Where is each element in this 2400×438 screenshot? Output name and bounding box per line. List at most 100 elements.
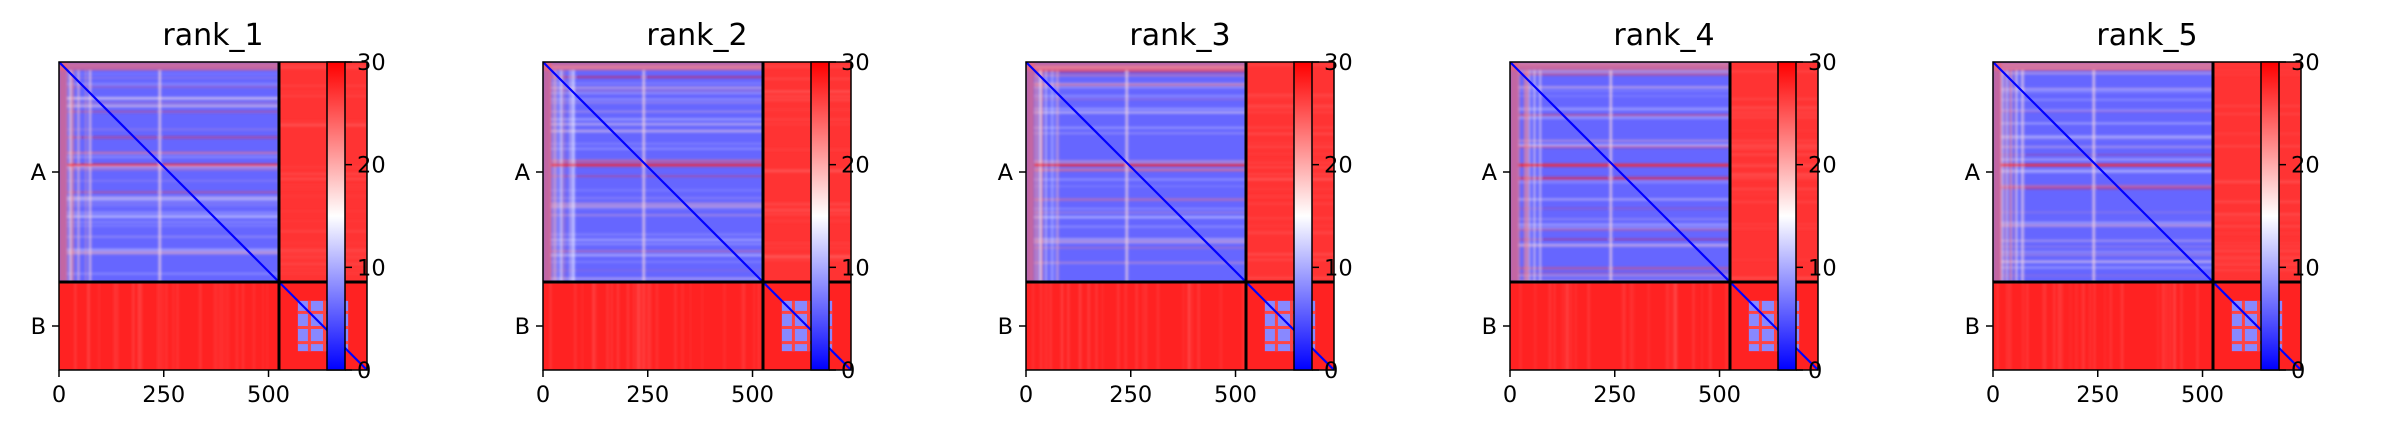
heatmap-stripe-row — [279, 250, 367, 251]
heatmap-stripe-row — [1034, 178, 1246, 180]
plot-frame — [58, 61, 368, 371]
heatmap-stripe-col — [133, 282, 135, 370]
heatmap-stripe-row — [1518, 218, 1730, 220]
heatmap-stripe-row — [551, 87, 763, 89]
heatmap-stripe-col — [2120, 282, 2122, 370]
heatmap-stripe-col — [553, 70, 554, 282]
heatmap-stripe-row — [1034, 241, 1246, 243]
heatmap-stripe-col — [1539, 70, 1541, 282]
heatmap-stripe-col — [1575, 282, 1577, 370]
heatmap-stripe-row — [2001, 240, 2213, 242]
heatmap-stripe-row — [551, 261, 763, 263]
heatmap-stripe-col — [2181, 282, 2182, 370]
heatmap-stripe-col — [1709, 282, 1711, 370]
heatmap-stripe-col — [98, 282, 100, 370]
heatmap-band — [1026, 62, 1246, 71]
heatmap-stripe-row — [1246, 105, 1334, 106]
heatmap-stripe-row — [551, 143, 763, 145]
colorbar-tick-label: 0 — [2291, 358, 2305, 384]
y-tick-label: B — [1482, 314, 1497, 340]
heatmap-stripe-row — [551, 189, 763, 191]
heatmap-stripe-col — [1674, 282, 1676, 370]
heatmap-stripe-row — [2213, 113, 2301, 115]
chart-panel-4: rank_4 0 250 500 A B 0 10 20 30 — [1482, 18, 1837, 408]
heatmap-stripe-row — [763, 208, 851, 210]
heatmap-stripe-col — [555, 70, 556, 282]
heatmap-band — [1993, 62, 2213, 71]
heatmap-stripe-row — [2001, 87, 2213, 89]
heatmap-stripe-row — [279, 178, 367, 180]
heatmap-stripe-row — [2213, 214, 2301, 215]
heatmap-stripe-col — [139, 282, 141, 370]
heatmap-stripe-row — [551, 76, 763, 78]
heatmap-stripe-col — [682, 282, 683, 370]
heatmap-stripe-col — [1032, 282, 1034, 370]
heatmap-stripe-row — [67, 136, 279, 139]
heatmap-stripe-row — [551, 233, 763, 236]
heatmap-block-3 — [1026, 282, 1246, 370]
heatmap-stripe-row — [1246, 179, 1334, 181]
heatmap-stripe-col — [1525, 70, 1526, 282]
colorbar-tick-label: 20 — [2291, 153, 2320, 179]
heatmap-stripe-row — [1246, 188, 1334, 190]
heatmap-stripe-row — [1518, 70, 1730, 73]
heatmap-band — [1510, 62, 1730, 71]
heatmap-stripe-col — [222, 282, 223, 370]
colorbar-frame — [1293, 61, 1313, 371]
heatmap-stripe-row — [1748, 341, 1800, 345]
heatmap-stripe-row — [2001, 169, 2213, 172]
heatmap-stripe-col — [2110, 282, 2112, 370]
heatmap-stripe-row — [1518, 198, 1730, 201]
heatmap-stripe-col — [565, 70, 566, 282]
heatmap-stripe-row — [1246, 64, 1334, 66]
heatmap-stripe-row — [2213, 74, 2301, 75]
heatmap-stripe-row — [1246, 134, 1334, 136]
heatmap-stripe-row — [1730, 111, 1818, 113]
heatmap-stripe-row — [67, 248, 279, 251]
heatmap-stripe-row — [2001, 186, 2213, 189]
heatmap-stripe-col — [1041, 70, 1043, 282]
x-tick-label: 500 — [2181, 382, 2224, 408]
heatmap-stripe-row — [1246, 217, 1334, 219]
heatmap-stripe-row — [2001, 224, 2213, 227]
colorbar-tick-label: 10 — [357, 255, 386, 281]
heatmap-stripe-row — [763, 210, 851, 212]
heatmap-stripe-col — [574, 282, 576, 370]
heatmap-stripe-col — [1564, 282, 1566, 370]
heatmap-stripe-col — [266, 282, 268, 370]
heatmap-stripe-col — [1197, 282, 1199, 370]
heatmap-band — [551, 163, 763, 167]
heatmap-stripe-col — [1567, 282, 1569, 370]
x-tick-label: 500 — [1214, 382, 1257, 408]
heatmap-stripe-row — [1730, 178, 1818, 180]
heatmap-stripe-row — [1034, 84, 1246, 86]
heatmap-stripe-row — [1730, 154, 1818, 156]
heatmap-stripe-row — [2001, 171, 2213, 173]
heatmap-stripe-row — [1246, 162, 1334, 163]
heatmap-stripe-row — [1518, 145, 1730, 148]
heatmap-diagonal — [542, 61, 852, 371]
heatmap-stripe-row — [1034, 242, 1246, 243]
heatmap-stripe-col — [1188, 282, 1190, 370]
heatmap-block-2 — [1730, 62, 1818, 282]
heatmap-stripe-col — [2009, 282, 2011, 370]
heatmap-texture — [59, 62, 367, 370]
heatmap-stripe-row — [763, 90, 851, 92]
heatmap-stripe-row — [1246, 133, 1334, 135]
heatmap-stripe-col — [114, 282, 116, 370]
heatmap-stripe-row — [2213, 263, 2301, 264]
colorbar-frame — [326, 61, 346, 371]
heatmap-stripe-col — [2070, 282, 2071, 370]
x-tick-label: 0 — [536, 382, 550, 408]
heatmap-stripe-col — [1668, 282, 1670, 370]
heatmap-stripe-col — [690, 282, 691, 370]
colorbar-tick-label: 0 — [1808, 358, 1822, 384]
heatmap-stripe-col — [1189, 282, 1190, 370]
heatmap-stripe-row — [2001, 88, 2213, 91]
heatmap-band — [1510, 62, 1519, 282]
heatmap-stripe-row — [2231, 341, 2283, 345]
heatmap-stripe-row — [1034, 212, 1246, 214]
heatmap-stripe-row — [763, 204, 851, 205]
heatmap-stripe-row — [2001, 109, 2213, 111]
heatmap-stripe-row — [763, 214, 851, 215]
